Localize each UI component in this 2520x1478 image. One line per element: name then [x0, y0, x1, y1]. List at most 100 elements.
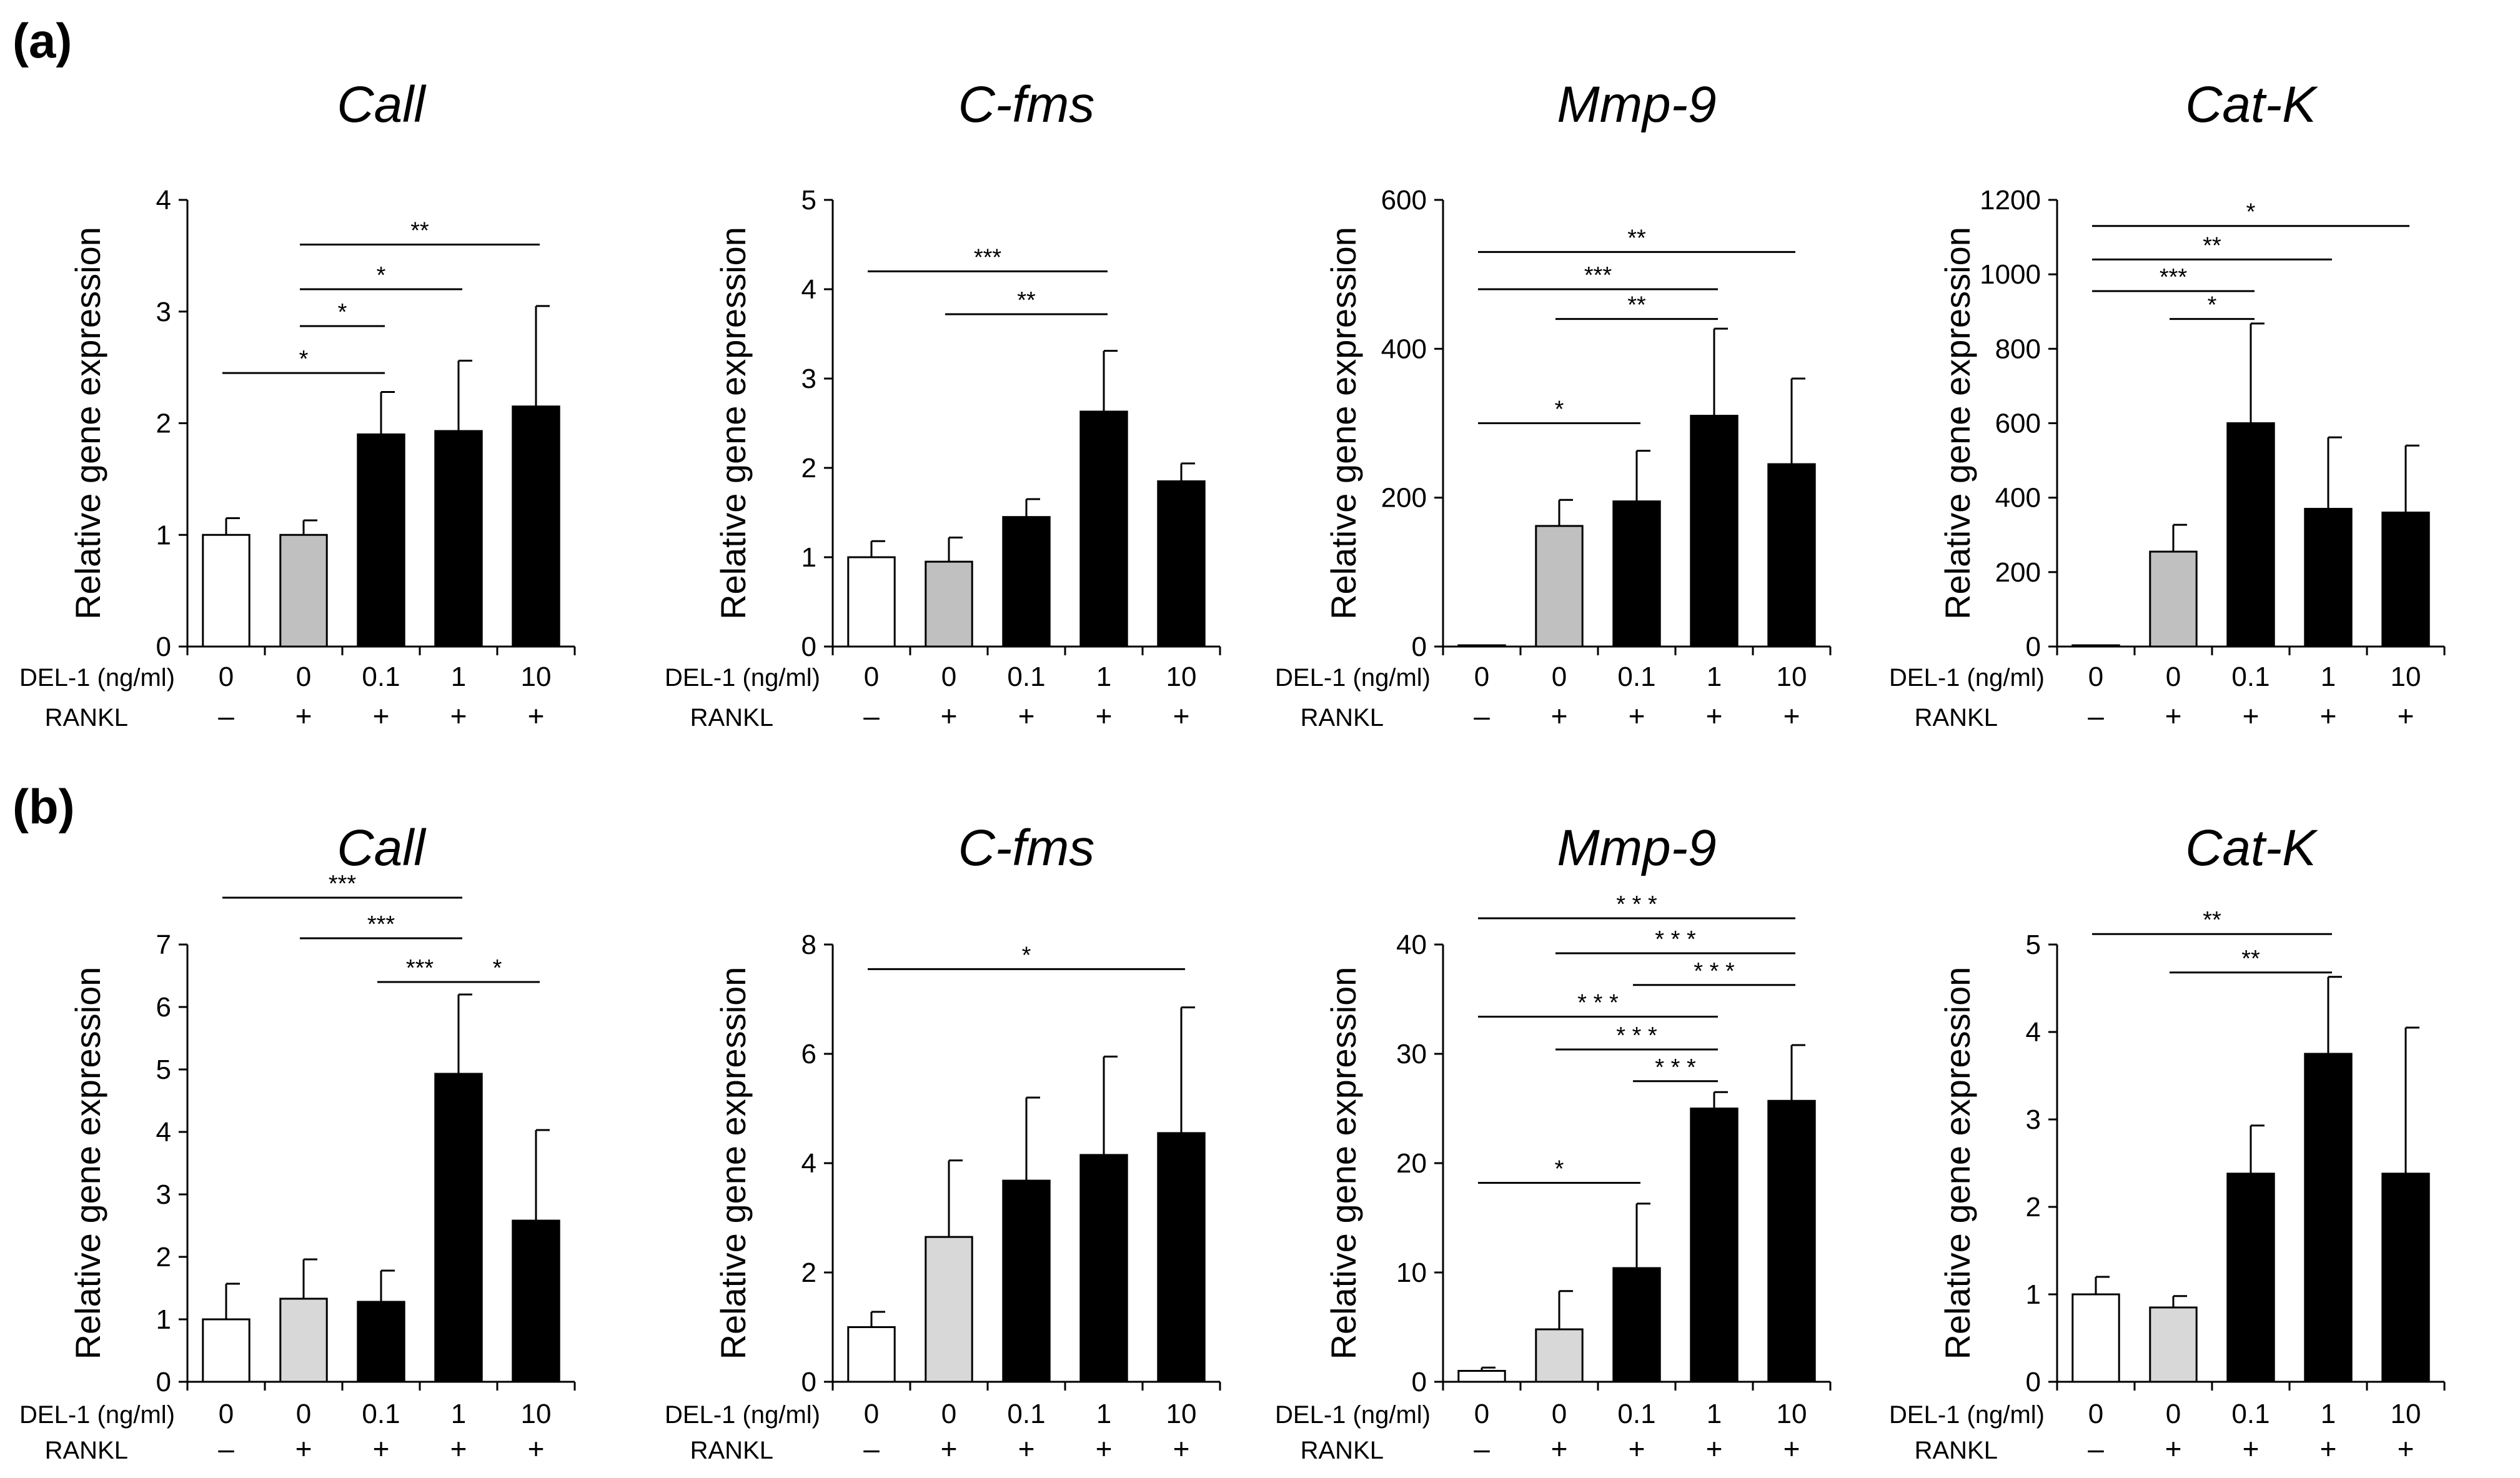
x-category-label: 0 — [1552, 1399, 1567, 1429]
y-tick-label: 2 — [2026, 1192, 2041, 1223]
significance-label: * — [299, 346, 309, 372]
panel-label-b: (b) — [12, 779, 75, 834]
dose-row-label: DEL-1 (ng/ml) — [19, 1401, 175, 1429]
bar — [1157, 1132, 1206, 1383]
y-tick-label: 2 — [156, 1242, 171, 1272]
y-tick-label: 10 — [1396, 1257, 1427, 1288]
rankl-sign-label: – — [218, 1432, 234, 1465]
x-category-label: 0.1 — [362, 662, 400, 692]
x-category-label: 0 — [864, 662, 879, 692]
bar — [2071, 644, 2120, 648]
y-tick-label: 20 — [1396, 1148, 1427, 1179]
x-category-label: 0 — [2088, 662, 2103, 692]
rankl-sign-label: + — [1173, 700, 1190, 732]
rankl-row-label: RANKL — [690, 1437, 773, 1464]
significance-label: * — [2246, 199, 2256, 226]
y-tick-label: 3 — [2026, 1104, 2041, 1135]
chart-3: Mmp-9 Relative gene expression 0 200 400 600 *… — [1275, 76, 1832, 732]
dose-row-label: DEL-1 (ng/ml) — [1889, 664, 2045, 692]
x-category-label: 0 — [1474, 662, 1489, 692]
y-tick-label: 4 — [156, 185, 171, 216]
y-tick-label: 40 — [1396, 930, 1427, 960]
bar — [925, 560, 973, 648]
y-tick-label: 0 — [2026, 632, 2041, 662]
bar — [2381, 1173, 2430, 1383]
chart-6: C-fms Relative gene expression 0 2 4 6 8 * DEL-1… — [665, 820, 1221, 1465]
y-axis-label: Relative gene expression — [1938, 227, 1977, 620]
x-category-label: 10 — [2391, 662, 2421, 692]
x-category-label: 1 — [2321, 1399, 2336, 1429]
bar — [925, 1236, 973, 1383]
bar — [1079, 1154, 1128, 1383]
x-category-label: 0 — [219, 1399, 234, 1429]
y-tick-label: 400 — [1995, 483, 2041, 513]
bar — [279, 533, 328, 648]
y-tick-label: 0 — [801, 1367, 816, 1397]
y-axis-label: Relative gene expression — [1938, 967, 1977, 1360]
rankl-sign-label: + — [1706, 700, 1723, 732]
rankl-row-label: RANKL — [45, 1437, 128, 1464]
rankl-sign-label: – — [218, 700, 234, 732]
x-category-label: 1 — [1707, 662, 1722, 692]
y-tick-label: 0 — [156, 632, 171, 662]
y-axis-label: Relative gene expression — [713, 227, 753, 620]
rankl-sign-label: + — [941, 700, 958, 732]
dose-row-label: DEL-1 (ng/ml) — [1275, 1401, 1431, 1429]
y-tick-label: 6 — [156, 992, 171, 1023]
y-tick-label: 400 — [1381, 334, 1427, 364]
y-tick-label: 3 — [801, 364, 816, 394]
y-tick-label: 4 — [801, 274, 816, 305]
x-category-label: 10 — [1777, 1399, 1807, 1429]
x-category-label: 0.1 — [1617, 1399, 1655, 1429]
x-category-label: 0 — [1552, 662, 1567, 692]
rankl-sign-label: + — [295, 1432, 312, 1465]
bar — [847, 556, 896, 648]
significance-label: ** — [410, 218, 429, 244]
significance-label: * — [2208, 292, 2217, 319]
bar — [1002, 1179, 1051, 1383]
bar — [1690, 1108, 1739, 1383]
bar — [1535, 1328, 1584, 1383]
bar — [512, 405, 560, 648]
significance-label: * — [1555, 397, 1564, 423]
rankl-sign-label: + — [1629, 1432, 1645, 1465]
significance-label: *** — [406, 955, 434, 981]
y-axis-label: Relative gene expression — [68, 227, 107, 620]
dose-row-label: DEL-1 (ng/ml) — [19, 664, 175, 692]
significance-label: *** — [974, 244, 1002, 270]
y-tick-label: 1000 — [1980, 259, 2041, 290]
rankl-sign-label: + — [941, 1432, 958, 1465]
chart-title: Call — [337, 820, 427, 876]
rankl-sign-label: + — [2398, 700, 2414, 732]
x-category-label: 0.1 — [1007, 1399, 1045, 1429]
y-tick-label: 30 — [1396, 1039, 1427, 1069]
bar — [2226, 1173, 2275, 1383]
bar — [1079, 410, 1128, 648]
rankl-row-label: RANKL — [1915, 1437, 1998, 1464]
rankl-sign-label: – — [1474, 1432, 1490, 1465]
x-category-label: 0.1 — [2231, 662, 2269, 692]
rankl-sign-label: + — [1173, 1432, 1190, 1465]
significance-label: * * * — [1616, 891, 1657, 918]
rankl-sign-label: + — [1018, 700, 1035, 732]
bar — [279, 1297, 328, 1383]
x-category-label: 0 — [2166, 1399, 2181, 1429]
significance-label: *** — [1584, 262, 1612, 289]
rankl-sign-label: + — [528, 700, 545, 732]
significance-label: ** — [2203, 232, 2221, 259]
bar — [357, 433, 405, 648]
rankl-row-label: RANKL — [1301, 1437, 1384, 1464]
y-axis-label: Relative gene expression — [713, 967, 753, 1360]
rankl-row-label: RANKL — [1915, 704, 1998, 732]
significance-label: * * * — [1655, 926, 1696, 953]
rankl-sign-label: + — [1018, 1432, 1035, 1465]
bar — [2071, 1293, 2120, 1383]
y-tick-label: 5 — [156, 1054, 171, 1085]
bar — [2149, 1306, 2198, 1383]
y-tick-label: 2 — [801, 453, 816, 484]
y-tick-label: 2 — [156, 409, 171, 439]
y-axis-label: Relative gene expression — [1324, 227, 1363, 620]
y-tick-label: 0 — [1412, 1367, 1427, 1397]
